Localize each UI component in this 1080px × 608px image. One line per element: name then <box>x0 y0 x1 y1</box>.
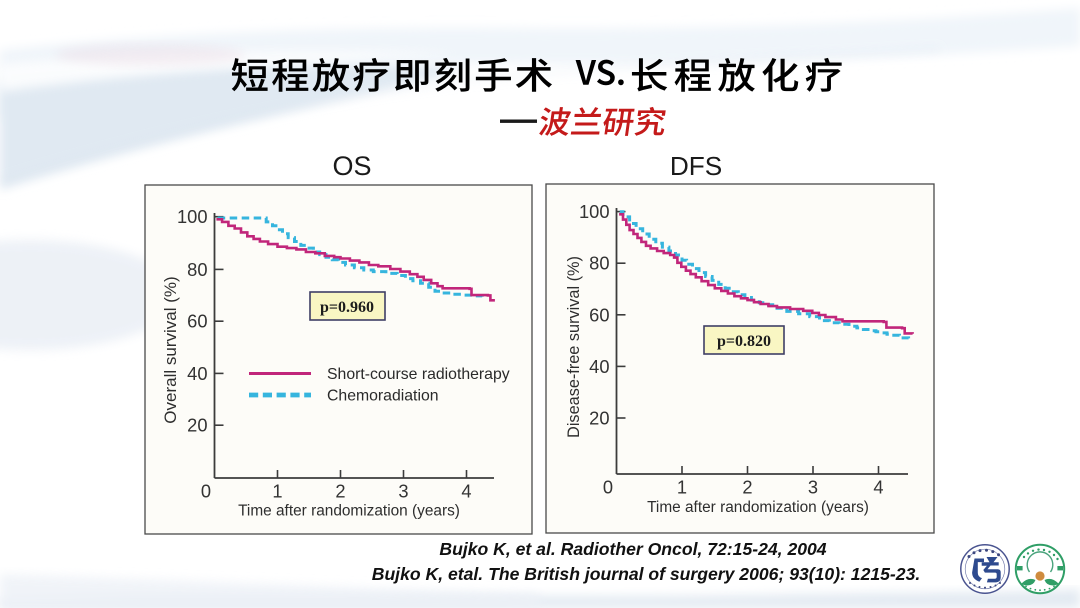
svg-text:Short-course radiotherapy: Short-course radiotherapy <box>327 366 510 383</box>
svg-text:Time after randomization (year: Time after randomization (years) <box>238 503 460 520</box>
svg-text:0: 0 <box>201 481 211 502</box>
svg-text:60: 60 <box>589 304 609 325</box>
svg-text:DFS: DFS <box>670 151 722 181</box>
svg-text:4: 4 <box>873 477 883 498</box>
svg-text:1: 1 <box>677 477 687 498</box>
svg-text:40: 40 <box>187 363 207 384</box>
svg-text:2: 2 <box>335 481 345 502</box>
svg-text:3: 3 <box>808 477 818 498</box>
svg-text:2: 2 <box>742 477 752 498</box>
svg-text:p=0.960: p=0.960 <box>320 299 374 316</box>
svg-text:OS: OS <box>332 151 371 181</box>
svg-text:80: 80 <box>187 259 207 280</box>
svg-text:100: 100 <box>177 206 208 227</box>
svg-text:1: 1 <box>272 481 282 502</box>
svg-text:60: 60 <box>187 311 207 332</box>
svg-text:40: 40 <box>589 356 609 377</box>
svg-text:80: 80 <box>589 253 609 274</box>
svg-text:20: 20 <box>187 415 207 436</box>
svg-text:Disease-free survival (%): Disease-free survival (%) <box>565 256 583 438</box>
svg-text:Bujko K, etal. The British jou: Bujko K, etal. The British journal of su… <box>372 564 921 584</box>
svg-text:Time after randomization (year: Time after randomization (years) <box>647 499 869 516</box>
svg-text:Overall survival (%): Overall survival (%) <box>161 276 180 423</box>
svg-text:20: 20 <box>589 408 609 429</box>
svg-text:0: 0 <box>603 477 613 498</box>
svg-text:4: 4 <box>461 481 471 502</box>
svg-text:p=0.820: p=0.820 <box>717 333 771 350</box>
svg-text:Bujko K, et al. Radiother Onco: Bujko K, et al. Radiother Oncol, 72:15-2… <box>439 539 826 559</box>
svg-text:100: 100 <box>579 201 610 222</box>
svg-text:3: 3 <box>398 481 408 502</box>
svg-text:Chemoradiation: Chemoradiation <box>327 388 439 405</box>
